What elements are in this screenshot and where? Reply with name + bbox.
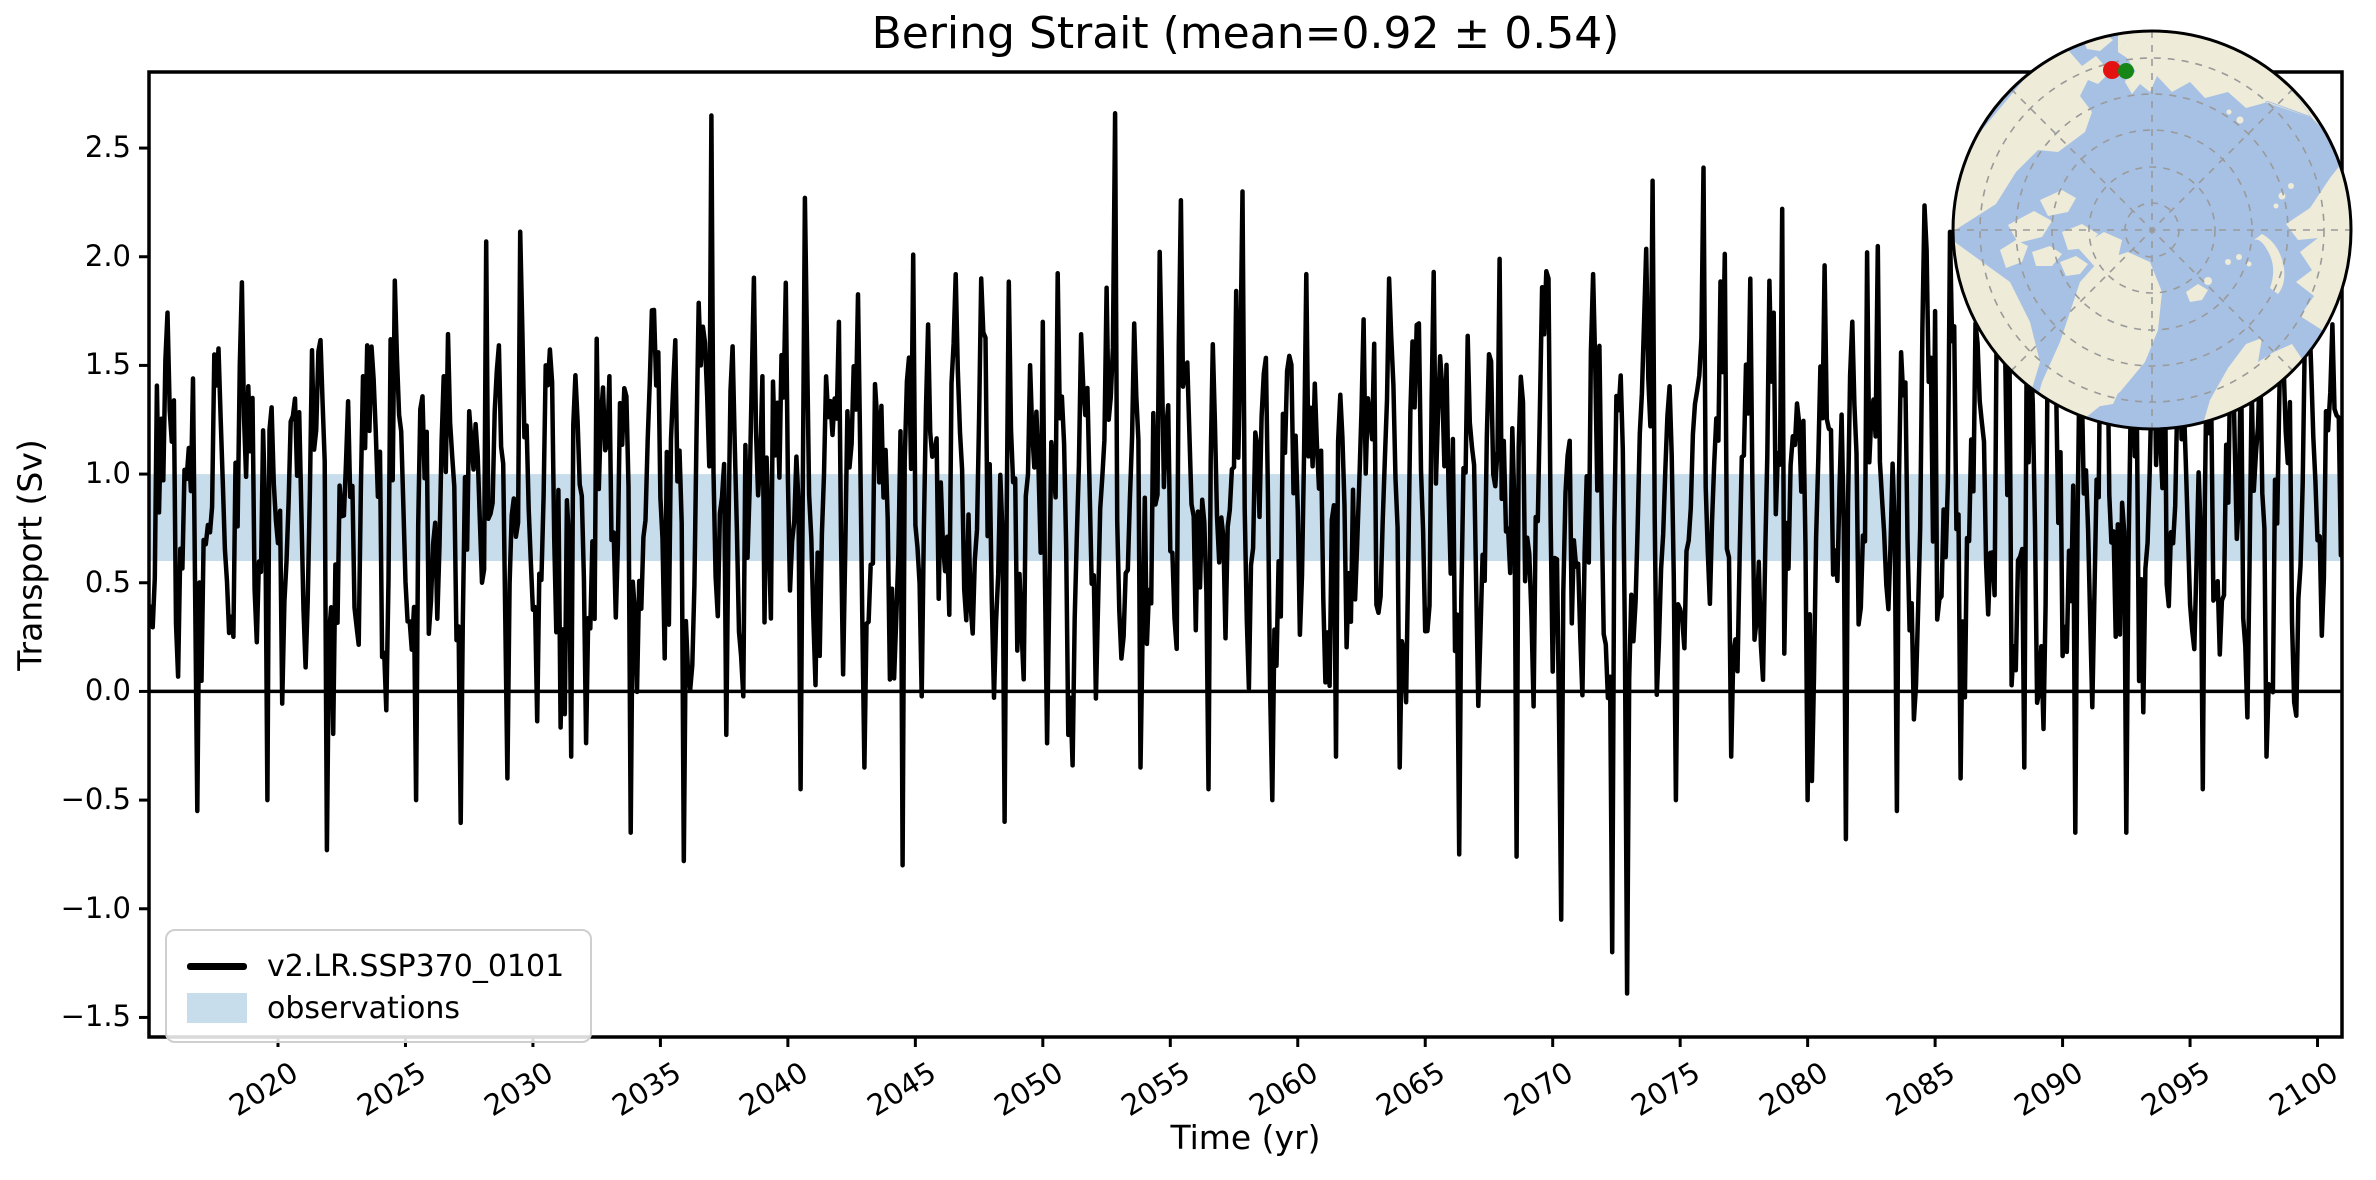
legend-item-observations: observations (187, 987, 564, 1029)
y-tick-label: 1.5 (84, 347, 131, 382)
y-tick-label: −0.5 (60, 782, 131, 817)
transport-series-line (148, 111, 2344, 996)
y-tick-label: 0.0 (84, 673, 131, 708)
model-line-swatch (187, 962, 247, 970)
observations-patch-swatch (187, 993, 247, 1023)
y-tick-label: 2.5 (84, 130, 131, 165)
tick-marks (139, 146, 2320, 1047)
axes-frame (147, 70, 2344, 1039)
chart-title: Bering Strait (mean=0.92 ± 0.54) (871, 8, 1620, 59)
y-tick-label: 1.0 (84, 456, 131, 491)
obs-location-dot (2103, 61, 2121, 79)
map-graticule (1953, 31, 2351, 429)
inset-arctic-map (1951, 29, 2353, 431)
legend-label-model: v2.LR.SSP370_0101 (267, 948, 565, 984)
y-tick-label: 2.0 (84, 238, 131, 273)
legend-label-observations: observations (267, 990, 461, 1026)
model-location-dot (2118, 63, 2134, 79)
y-tick-label: 0.5 (84, 564, 131, 599)
x-axis-label: Time (yr) (1170, 1118, 1321, 1157)
map-outline (1951, 29, 2353, 431)
legend: v2.LR.SSP370_0101 observations (165, 929, 593, 1043)
legend-item-model: v2.LR.SSP370_0101 (187, 945, 564, 987)
y-tick-label: −1.0 (60, 890, 131, 925)
y-tick-label: −1.5 (60, 999, 131, 1034)
